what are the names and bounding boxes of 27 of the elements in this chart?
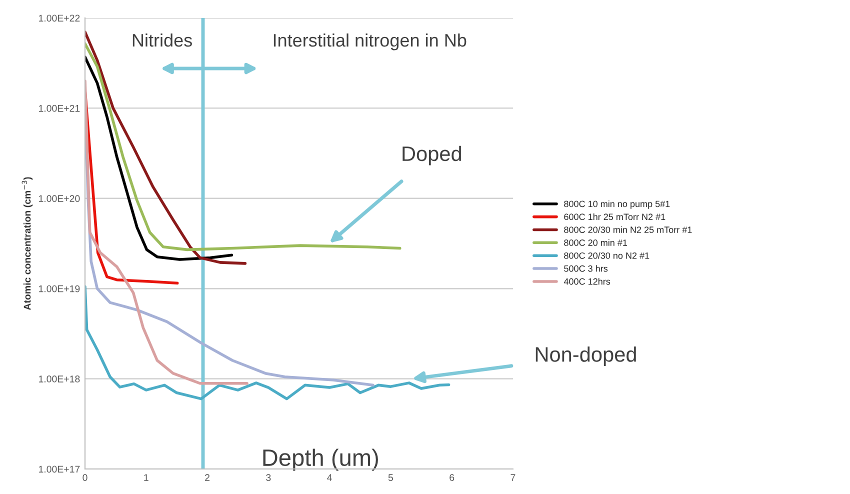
annotation: Interstitial nitrogen in Nb bbox=[274, 33, 466, 50]
legend-label: 800C 10 min no pump 5#1 bbox=[564, 200, 670, 209]
y-tick-label: 1.00E+19 bbox=[38, 285, 80, 292]
x-tick-label: 5 bbox=[388, 474, 393, 482]
y-tick-label: 1.00E+21 bbox=[38, 104, 80, 112]
legend-label: 600C 1hr 25 mTorr N2 #1 bbox=[564, 213, 666, 220]
x-tick-label: 0 bbox=[82, 474, 88, 482]
x-tick-label: 1 bbox=[144, 474, 148, 481]
x-tick-label: 6 bbox=[450, 474, 454, 482]
annotation: Non-doped bbox=[536, 346, 636, 366]
legend-label: 400C 12hrs bbox=[564, 278, 610, 285]
annotation: Nitrides bbox=[132, 33, 192, 47]
y-tick-label: 1.00E+20 bbox=[38, 195, 80, 202]
x-tick-label: 4 bbox=[327, 474, 332, 481]
y-tick-label: 1.00E+22 bbox=[38, 14, 80, 22]
legend-label: 800C 20 min #1 bbox=[564, 239, 628, 246]
x-tick-label: 2 bbox=[205, 474, 210, 481]
legend-label: 500C 3 hrs bbox=[564, 265, 608, 272]
x-tick-label: 3 bbox=[266, 474, 271, 482]
y-tick-label: 1.00E+17 bbox=[38, 466, 80, 473]
y-axis-title: Atomic concentration (cm$^{−3}$) bbox=[22, 177, 33, 310]
legend-label: 800C 20/30 min N2 25 mTorr #1 bbox=[564, 226, 692, 233]
annotation: Doped bbox=[402, 146, 462, 166]
legend-label: 800C 20/30 no N2 #1 bbox=[564, 252, 650, 259]
x-axis-title: Depth (um) bbox=[263, 448, 378, 471]
y-tick-label: 1.00E+18 bbox=[38, 376, 80, 382]
x-tick-label: 7 bbox=[510, 474, 516, 481]
